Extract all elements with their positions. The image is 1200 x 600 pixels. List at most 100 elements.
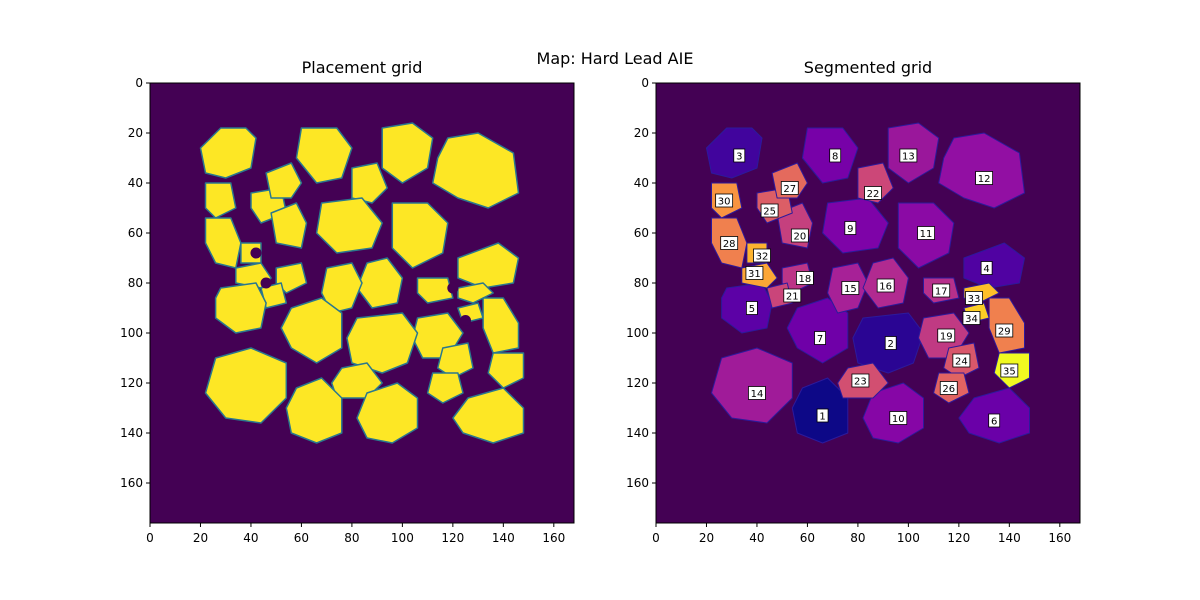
unplaceable-hole xyxy=(260,277,272,289)
x-tick-label: 60 xyxy=(800,531,815,545)
y-tick-label: 40 xyxy=(634,176,649,190)
x-tick-label: 140 xyxy=(492,531,515,545)
segment-label: 18 xyxy=(799,274,812,285)
segment-label-box xyxy=(783,288,802,303)
segment-label-box xyxy=(899,148,918,163)
placeable-region xyxy=(487,352,525,389)
segment-label-box xyxy=(790,228,809,243)
segment-label-box xyxy=(864,186,882,200)
segment-label: 17 xyxy=(935,287,948,298)
segment-label: 9 xyxy=(847,224,853,235)
x-tick-label: 140 xyxy=(998,531,1021,545)
placeable-region xyxy=(391,202,449,269)
placeable-region xyxy=(270,202,308,249)
y-tick-label: 20 xyxy=(128,126,143,140)
placeable-region xyxy=(295,127,353,184)
x-tick-label: 20 xyxy=(699,531,714,545)
segment-label-box xyxy=(844,221,857,235)
segment-label-box xyxy=(876,278,895,293)
y-tick-label: 160 xyxy=(626,476,649,490)
segment-region-4 xyxy=(963,242,1025,289)
x-tick-label: 40 xyxy=(749,531,764,545)
segment-label-box xyxy=(816,408,829,423)
segment-label-box xyxy=(975,171,993,185)
segment-label-box xyxy=(733,148,746,163)
placeable-region xyxy=(356,382,419,444)
unplaceable-hole xyxy=(459,314,472,327)
x-tick-label: 0 xyxy=(146,531,154,545)
segment-label: 28 xyxy=(723,239,736,250)
segment-label-box xyxy=(995,323,1014,338)
segment-label: 5 xyxy=(749,304,755,315)
placement-grid-frame xyxy=(149,82,575,524)
y-tick-label: 80 xyxy=(634,276,649,290)
segment-label-box xyxy=(988,413,1001,428)
placeable-region xyxy=(416,277,454,304)
y-tick-label: 60 xyxy=(634,226,649,240)
segment-label: 7 xyxy=(817,334,823,345)
segment-label: 32 xyxy=(756,252,769,263)
y-tick-label: 100 xyxy=(626,326,649,340)
segment-label-box xyxy=(748,386,766,400)
x-tick-label: 0 xyxy=(652,531,660,545)
segment-label-box xyxy=(753,248,771,263)
segment-label: 27 xyxy=(783,184,796,195)
segment-label: 19 xyxy=(940,332,953,343)
placement-grid-panel: Placement grid 0 20 40 60 80 100 120 140 160 0 20… xyxy=(120,58,575,545)
placeable-region xyxy=(265,162,303,199)
segment-label-box xyxy=(851,373,870,388)
placeable-region xyxy=(431,132,520,209)
segment-label: 35 xyxy=(1003,367,1016,378)
segmented-grid-frame xyxy=(655,82,1081,524)
y-tick-label: 120 xyxy=(626,376,649,390)
x-tick-label: 160 xyxy=(542,531,565,545)
segment-label: 15 xyxy=(844,284,857,295)
segment-label: 25 xyxy=(763,207,776,218)
placement-grid-plot xyxy=(150,83,574,523)
segment-label-box xyxy=(745,266,764,280)
placeable-region xyxy=(457,242,520,289)
segment-label-box xyxy=(884,336,897,350)
x-tick-label: 120 xyxy=(441,531,464,545)
segment-label: 21 xyxy=(786,292,799,303)
segment-label-box xyxy=(814,331,826,345)
segment-region-14 xyxy=(711,347,793,424)
segment-label-box xyxy=(932,283,951,298)
segment-label: 1 xyxy=(819,412,825,423)
segment-label-box xyxy=(829,148,842,163)
y-tick-label: 100 xyxy=(120,326,143,340)
segment-label-box xyxy=(1000,363,1019,378)
x-tick-label: 80 xyxy=(344,531,359,545)
x-tick-label: 100 xyxy=(897,531,920,545)
y-tick-label: 0 xyxy=(641,76,649,90)
segment-label: 22 xyxy=(867,189,880,200)
segment-label: 6 xyxy=(991,417,997,428)
segment-label-box xyxy=(746,301,758,315)
y-tick-label: 40 xyxy=(128,176,143,190)
y-tick-label: 60 xyxy=(128,226,143,240)
y-tick-label: 140 xyxy=(626,426,649,440)
segment-label-box xyxy=(715,193,734,208)
segment-label: 3 xyxy=(736,152,742,163)
y-tick-label: 0 xyxy=(135,76,143,90)
segment-label: 2 xyxy=(888,339,894,350)
segment-label: 26 xyxy=(942,384,955,395)
placeable-region xyxy=(452,387,525,444)
segment-label-box xyxy=(889,411,908,425)
segment-label-box xyxy=(780,181,799,195)
segment-label-box xyxy=(965,291,983,305)
x-tick-label: 20 xyxy=(193,531,208,545)
placeable-region xyxy=(199,127,257,179)
segment-region-12 xyxy=(938,132,1025,209)
y-tick-label: 20 xyxy=(634,126,649,140)
segment-label: 8 xyxy=(832,152,838,163)
placeable-region xyxy=(426,372,464,404)
segment-label: 34 xyxy=(965,314,978,325)
segment-label-box xyxy=(720,236,739,250)
segment-label-box xyxy=(760,203,779,218)
figure-suptitle: Map: Hard Lead AIE xyxy=(537,49,694,68)
segment-label: 30 xyxy=(718,197,731,208)
